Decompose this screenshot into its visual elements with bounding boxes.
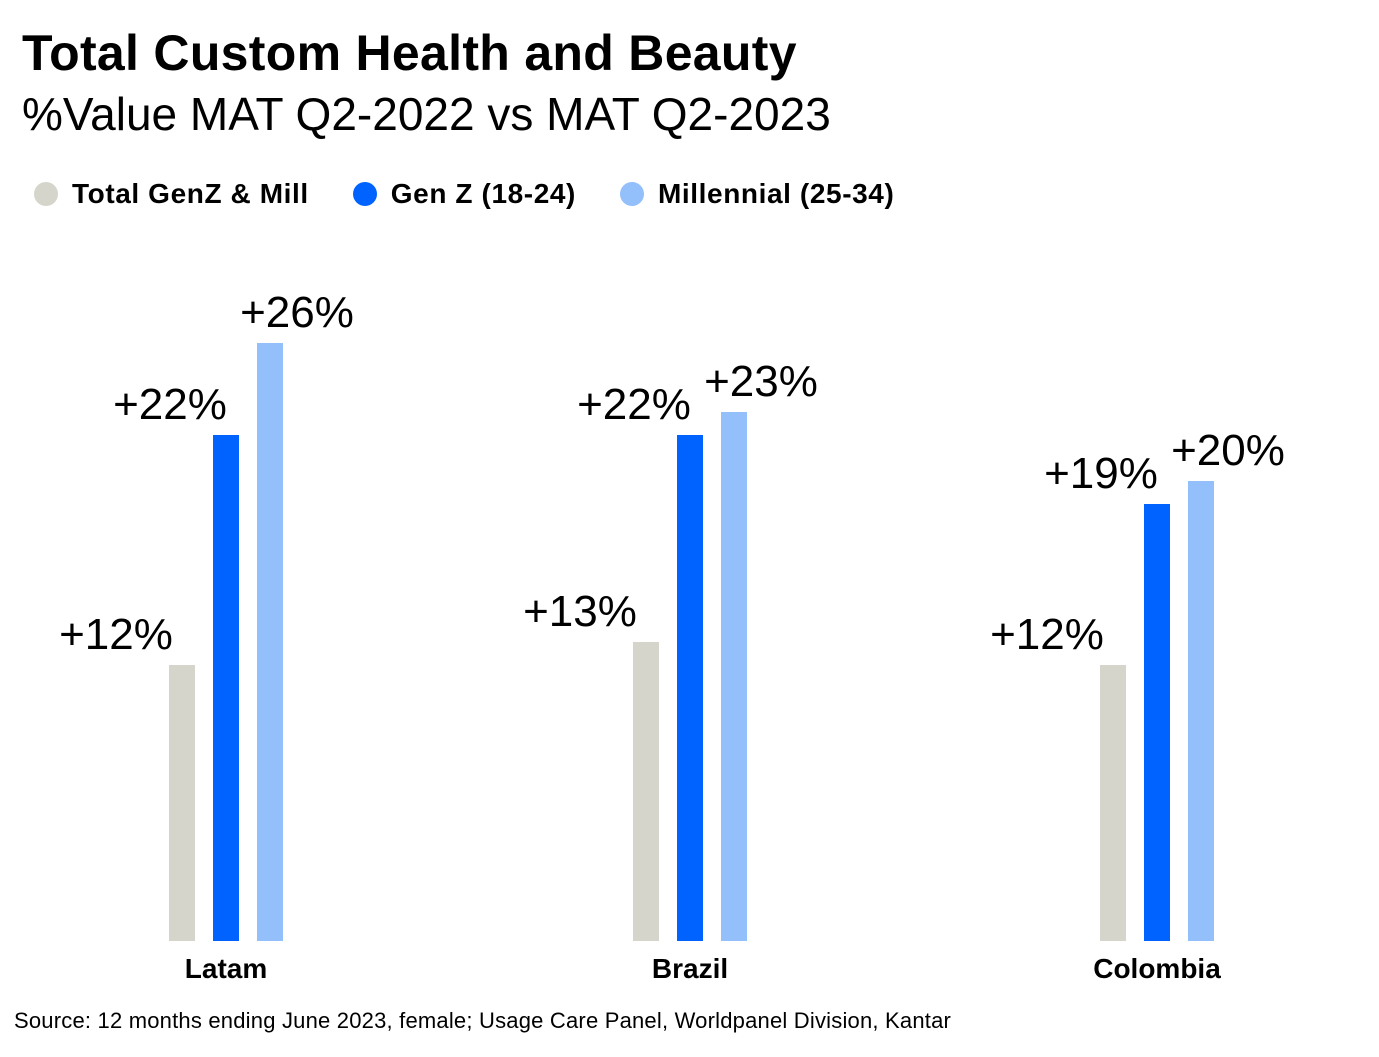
bar-colombia-gen-z-18-24 xyxy=(1144,504,1170,941)
bar-latam-gen-z-18-24 xyxy=(213,435,239,941)
bar-colombia-total-genz-mill xyxy=(1100,665,1126,941)
chart-title: Total Custom Health and Beauty xyxy=(22,25,797,81)
legend-swatch-millennial xyxy=(619,182,644,206)
data-label-brazil-total-genz-mill: +13% xyxy=(523,587,637,636)
category-label-latam: Latam xyxy=(185,953,267,984)
legend: Total GenZ & Mill Gen Z (18-24) Millenni… xyxy=(34,172,938,216)
data-label-latam-gen-z-18-24: +22% xyxy=(113,380,227,429)
data-label-colombia-millennial-25-34: +20% xyxy=(1171,426,1285,475)
chart-subtitle: %Value MAT Q2-2022 vs MAT Q2-2023 xyxy=(22,88,831,140)
legend-label-total: Total GenZ & Mill xyxy=(72,178,309,209)
data-label-latam-total-genz-mill: +12% xyxy=(59,610,173,659)
data-label-latam-millennial-25-34: +26% xyxy=(240,288,354,337)
data-label-colombia-total-genz-mill: +12% xyxy=(990,610,1104,659)
bar-brazil-millennial-25-34 xyxy=(721,412,747,941)
data-label-colombia-gen-z-18-24: +19% xyxy=(1044,449,1158,498)
legend-label-genz: Gen Z (18-24) xyxy=(390,178,576,209)
bar-brazil-total-genz-mill xyxy=(633,642,659,941)
legend-item-total: Total GenZ & Mill xyxy=(34,178,309,210)
legend-label-millennial: Millennial (25-34) xyxy=(657,178,895,209)
bar-colombia-millennial-25-34 xyxy=(1188,481,1214,941)
category-label-brazil: Brazil xyxy=(652,953,728,984)
bar-latam-millennial-25-34 xyxy=(257,343,283,941)
data-label-brazil-millennial-25-34: +23% xyxy=(704,357,818,406)
legend-item-millennial: Millennial (25-34) xyxy=(619,178,895,210)
legend-swatch-total xyxy=(34,182,58,206)
legend-swatch-genz xyxy=(352,182,377,206)
category-label-colombia: Colombia xyxy=(1093,953,1221,984)
data-label-brazil-gen-z-18-24: +22% xyxy=(577,380,691,429)
source-note: Source: 12 months ending June 2023, fema… xyxy=(14,1008,952,1033)
legend-item-genz: Gen Z (18-24) xyxy=(352,178,576,210)
bar-latam-total-genz-mill xyxy=(169,665,195,941)
bar-brazil-gen-z-18-24 xyxy=(677,435,703,941)
